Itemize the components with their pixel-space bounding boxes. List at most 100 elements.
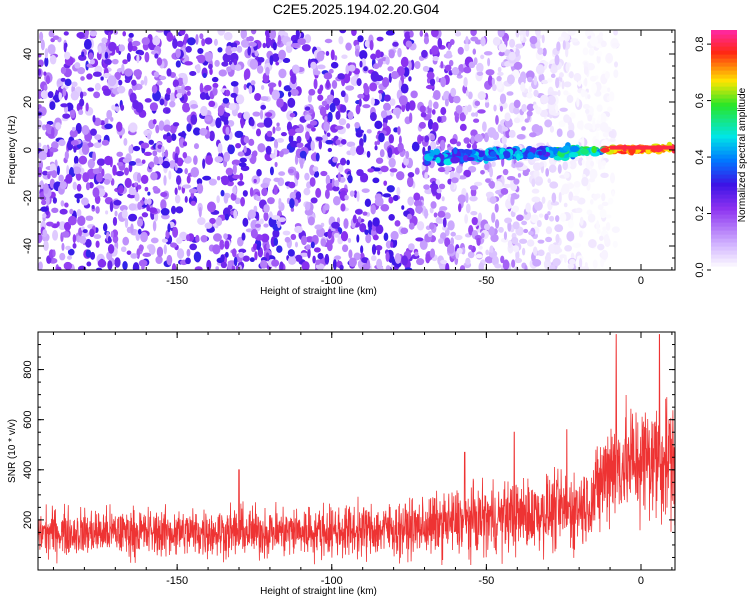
spectrogram-blob: [222, 97, 230, 104]
spectrogram-blob: [76, 197, 80, 204]
spectrogram-blob: [65, 245, 71, 251]
spectrogram-blob: [504, 112, 511, 122]
spectrogram-blob: [312, 255, 316, 264]
colorbar-segment: [711, 102, 737, 107]
spectrogram-blob: [555, 233, 560, 244]
spectrogram-blob: [184, 85, 192, 91]
spectrogram-blob: [431, 109, 436, 115]
spectrogram-blob: [514, 257, 523, 264]
spectrogram-blob: [586, 62, 596, 71]
spectrogram-blob: [340, 203, 346, 212]
spectrogram-blob: [289, 112, 296, 118]
spectrogram-blob: [609, 138, 616, 143]
spectrogram-blob: [350, 145, 357, 156]
spectrogram-blob: [497, 124, 502, 133]
spectrogram-blob: [513, 61, 523, 70]
spectrogram-blob: [334, 255, 342, 260]
spectrogram-blob: [241, 232, 246, 241]
spectrogram-blob: [365, 233, 372, 244]
spectrogram-blob: [144, 98, 152, 103]
spectrogram-blob: [567, 263, 575, 270]
spectrogram-blob: [356, 190, 360, 202]
spectrogram-blob: [378, 89, 384, 94]
spectrogram-blob: [234, 197, 241, 205]
spectrogram-blob: [332, 195, 341, 206]
spectrogram-blob: [554, 224, 564, 233]
spectrogram-blob: [106, 109, 113, 120]
spectrogram-blob: [189, 71, 197, 76]
spectrogram-blob: [485, 178, 491, 184]
spectrogram-blob: [397, 47, 402, 58]
spectrogram-blob: [327, 111, 333, 123]
spectrogram-blob: [290, 43, 300, 48]
spectrogram-blob: [85, 182, 91, 191]
spectrogram-blob: [360, 245, 364, 254]
spectrogram-blob: [344, 194, 349, 201]
spectrogram-blob: [474, 111, 479, 117]
spectrogram-blob: [348, 257, 357, 268]
spectrogram-blob: [448, 59, 454, 67]
spectrogram-blob: [341, 244, 349, 253]
spectrogram-blob: [441, 196, 445, 202]
spectrogram-blob: [66, 255, 73, 260]
spectrogram-blob: [458, 203, 462, 213]
spectrogram-blob: [528, 231, 534, 236]
spectrogram-blob: [423, 184, 430, 190]
spectrogram-blob: [332, 185, 340, 192]
spectrogram-blob: [390, 230, 399, 241]
spectrogram-blob: [550, 73, 556, 79]
spectrogram-blob: [468, 244, 474, 250]
spectrogram-blob: [576, 255, 584, 261]
spectrogram-y-axis-label: Frequency (Hz): [7, 116, 18, 185]
signal-blob: [499, 153, 505, 160]
spectrogram-blob: [124, 167, 130, 176]
spectrogram-blob: [249, 187, 254, 197]
spectrogram-blob: [457, 46, 464, 55]
spectrogram-blob: [407, 171, 415, 178]
signal-blob: [562, 145, 570, 151]
colorbar-segment: [711, 206, 737, 211]
spectrogram-blob: [104, 155, 113, 166]
spectrogram-blob: [444, 237, 451, 248]
spectrogram-blob: [372, 217, 380, 227]
spectrogram-blob: [193, 155, 198, 166]
spectrogram-blob: [437, 210, 446, 218]
spectrogram-blob: [209, 67, 213, 76]
spectrogram-blob: [419, 239, 428, 251]
spectrogram-blob: [60, 66, 67, 75]
spectrogram-blob: [204, 51, 213, 62]
spectrogram-blob: [489, 196, 497, 204]
spectrogram-blob: [456, 141, 461, 147]
spectrogram-blob: [435, 216, 443, 224]
spectrogram-blob: [67, 248, 75, 256]
spectrogram-blob: [569, 112, 576, 119]
colorbar-segment: [711, 242, 737, 247]
spectrogram-blob: [72, 242, 77, 249]
spectrogram-blob: [456, 165, 463, 174]
spectrogram-blob: [449, 138, 458, 145]
spectrogram-blob: [363, 133, 367, 143]
snr-plot: -150 -100 -50 0 200 400 600 800 Height of straig…: [7, 331, 676, 597]
spectrogram-blob: [467, 251, 475, 259]
spectrogram-blob: [199, 127, 208, 136]
spectrogram-blob: [465, 257, 471, 266]
spectrogram-blob: [376, 36, 384, 42]
spectrogram-blob: [456, 247, 463, 254]
spectrogram-blob: [502, 183, 512, 189]
signal-blob: [463, 154, 469, 162]
spectrogram-blob: [511, 236, 519, 245]
spectrogram-blob: [197, 54, 206, 64]
spectrogram-blob: [535, 64, 545, 75]
spectrogram-blob: [307, 247, 311, 259]
spectrogram-blob: [554, 54, 560, 66]
snr-y-tick-label: 200: [22, 511, 34, 529]
spectrogram-blob: [596, 54, 601, 64]
spectrogram-blob: [109, 201, 114, 212]
spectrogram-blob: [534, 30, 541, 37]
spectrogram-blob: [163, 175, 167, 186]
spectrogram-blob: [604, 71, 610, 80]
spectrogram-blob: [308, 109, 315, 114]
spectrogram-blob: [134, 192, 140, 202]
spectrogram-blob: [69, 109, 75, 116]
spectrogram-blob: [44, 56, 49, 67]
